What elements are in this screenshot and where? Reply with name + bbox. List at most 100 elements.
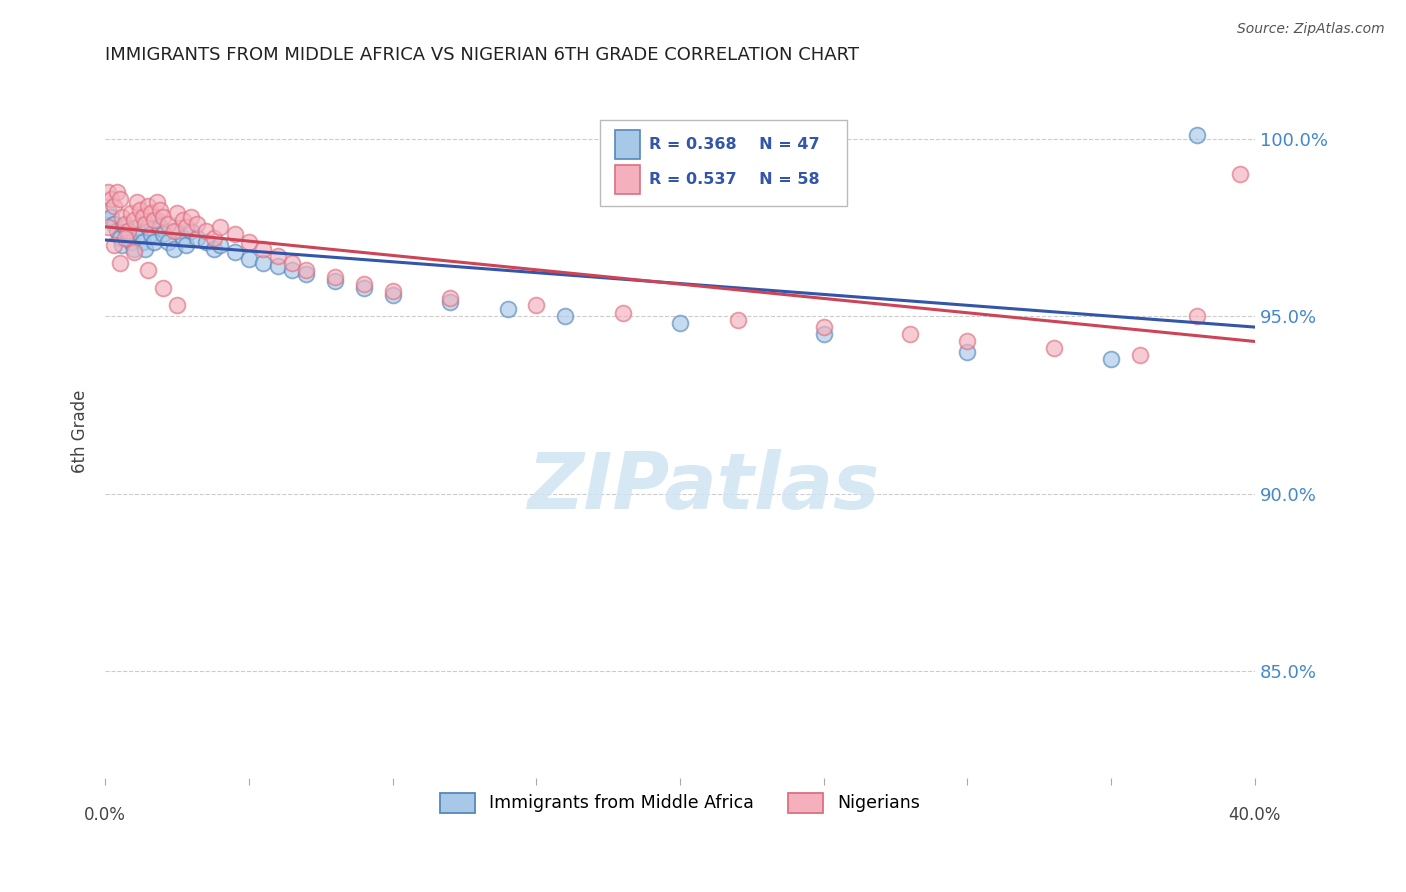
Point: [122, 245, 145, 260]
Point: [100, 192, 122, 206]
Point: [136, 199, 159, 213]
Text: 40.0%: 40.0%: [1229, 805, 1281, 823]
FancyBboxPatch shape: [599, 120, 846, 206]
Point: [353, 281, 375, 295]
Point: [117, 224, 139, 238]
Point: [163, 224, 186, 238]
Point: [117, 227, 139, 242]
Point: [554, 309, 576, 323]
FancyBboxPatch shape: [614, 165, 640, 194]
Point: [120, 206, 142, 220]
Point: [496, 301, 519, 316]
Point: [381, 285, 404, 299]
Point: [122, 213, 145, 227]
Point: [295, 267, 318, 281]
Point: [204, 231, 226, 245]
Point: [97, 185, 120, 199]
Point: [180, 224, 202, 238]
Point: [1229, 167, 1251, 181]
Point: [323, 274, 346, 288]
Point: [136, 220, 159, 235]
Point: [157, 217, 180, 231]
Point: [97, 220, 120, 235]
Point: [174, 238, 197, 252]
Point: [1187, 128, 1209, 142]
Point: [186, 231, 208, 245]
Point: [281, 256, 304, 270]
Point: [353, 277, 375, 292]
Point: [209, 238, 232, 252]
Point: [114, 217, 136, 231]
Point: [125, 220, 148, 235]
Text: ZIPatlas: ZIPatlas: [527, 449, 879, 525]
Point: [149, 220, 172, 235]
Point: [141, 227, 163, 242]
Point: [146, 213, 169, 227]
Point: [131, 210, 153, 224]
Point: [524, 298, 547, 312]
Point: [108, 231, 131, 245]
Point: [266, 249, 288, 263]
FancyBboxPatch shape: [614, 130, 640, 160]
Legend: Immigrants from Middle Africa, Nigerians: Immigrants from Middle Africa, Nigerians: [432, 784, 928, 822]
Point: [97, 202, 120, 217]
Point: [128, 227, 150, 242]
Point: [105, 185, 128, 199]
Point: [103, 238, 125, 252]
Text: R = 0.368    N = 47: R = 0.368 N = 47: [650, 137, 820, 153]
Point: [120, 235, 142, 249]
Point: [1042, 341, 1064, 355]
Point: [180, 210, 202, 224]
Point: [166, 206, 188, 220]
Point: [194, 235, 217, 249]
Point: [266, 260, 288, 274]
Point: [108, 192, 131, 206]
Point: [111, 210, 134, 224]
Point: [238, 252, 260, 267]
Y-axis label: 6th Grade: 6th Grade: [72, 390, 89, 474]
Point: [172, 231, 194, 245]
Point: [295, 263, 318, 277]
Point: [166, 224, 188, 238]
Point: [114, 220, 136, 235]
Point: [439, 294, 461, 309]
Point: [813, 326, 835, 341]
Point: [1099, 351, 1122, 366]
Point: [194, 224, 217, 238]
Point: [134, 242, 156, 256]
Point: [152, 281, 174, 295]
Point: [956, 334, 979, 348]
Point: [146, 195, 169, 210]
Point: [813, 319, 835, 334]
Point: [114, 231, 136, 245]
Point: [122, 242, 145, 256]
Point: [134, 217, 156, 231]
Point: [669, 316, 692, 330]
Point: [105, 224, 128, 238]
Point: [125, 195, 148, 210]
Point: [128, 202, 150, 217]
Point: [224, 227, 246, 242]
Point: [157, 235, 180, 249]
Point: [727, 312, 749, 326]
Point: [439, 292, 461, 306]
Point: [956, 344, 979, 359]
Point: [172, 213, 194, 227]
Point: [381, 288, 404, 302]
Point: [149, 202, 172, 217]
Point: [143, 235, 166, 249]
Point: [281, 263, 304, 277]
Point: [152, 227, 174, 242]
Point: [100, 210, 122, 224]
Text: 0.0%: 0.0%: [84, 805, 127, 823]
Point: [252, 256, 274, 270]
Point: [108, 256, 131, 270]
Point: [131, 235, 153, 249]
Point: [152, 210, 174, 224]
Text: Source: ZipAtlas.com: Source: ZipAtlas.com: [1237, 22, 1385, 37]
Text: R = 0.537    N = 58: R = 0.537 N = 58: [650, 172, 820, 187]
Point: [1187, 309, 1209, 323]
Point: [1129, 348, 1152, 362]
Point: [204, 242, 226, 256]
Point: [612, 305, 634, 319]
